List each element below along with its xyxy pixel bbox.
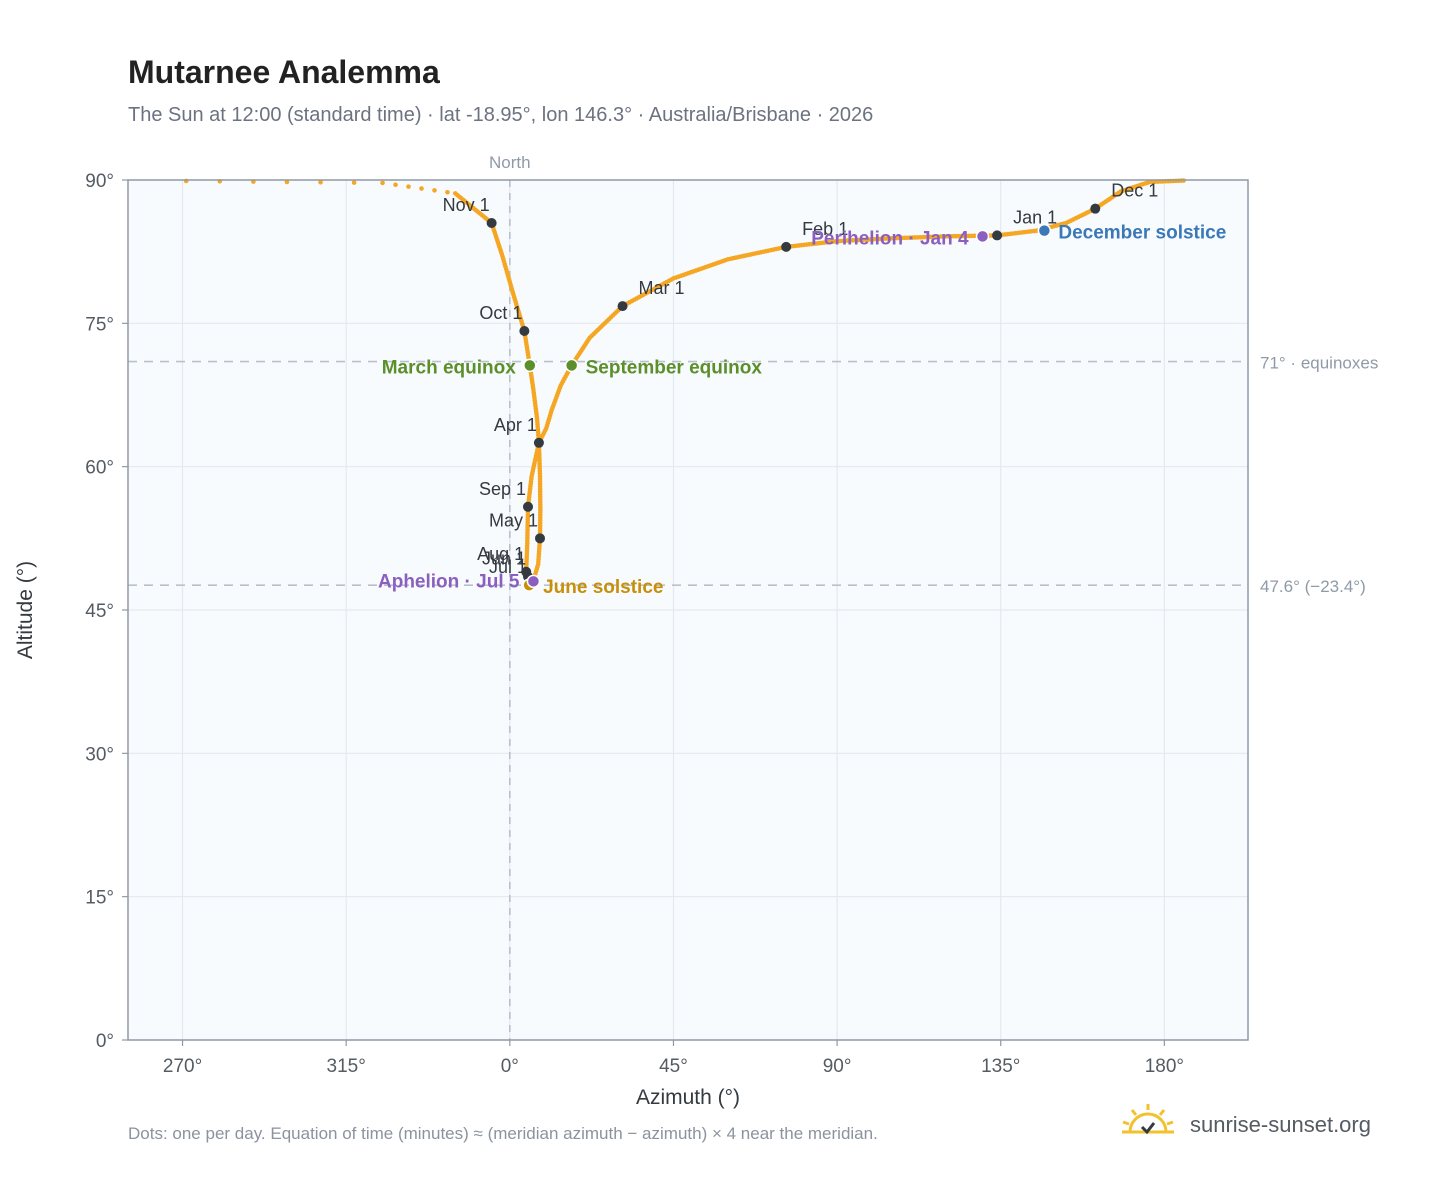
month-marker bbox=[1090, 203, 1101, 214]
day-dot bbox=[318, 179, 323, 185]
sun-logo-icon bbox=[1122, 1104, 1174, 1135]
event-marker bbox=[523, 358, 537, 373]
day-dot bbox=[406, 184, 411, 189]
event-marker bbox=[975, 229, 990, 244]
month-label: Aug 1 bbox=[477, 544, 524, 564]
month-marker bbox=[533, 437, 544, 448]
x-tick-label: 0° bbox=[501, 1056, 519, 1077]
month-marker bbox=[992, 230, 1003, 241]
event-label: Aphelion · Jul 5 bbox=[378, 571, 520, 592]
day-dot bbox=[445, 189, 450, 195]
month-marker bbox=[519, 325, 530, 336]
x-tick-label: 270° bbox=[163, 1056, 202, 1077]
month-label: Nov 1 bbox=[443, 195, 490, 215]
month-label: Sep 1 bbox=[479, 479, 526, 499]
y-tick-label: 60° bbox=[85, 458, 114, 479]
event-label: Perihelion · Jan 4 bbox=[811, 228, 969, 249]
month-marker bbox=[521, 566, 532, 577]
page-title: Mutarnee Analemma bbox=[128, 54, 440, 90]
y-axis-label: Altitude (°) bbox=[14, 561, 37, 659]
reference-line-label: 71° · equinoxes bbox=[1260, 354, 1378, 373]
reference-lines: North 71° · equinoxes 47.6° (−23.4°) bbox=[128, 153, 1378, 1040]
reference-line-label: 47.6° (−23.4°) bbox=[1260, 577, 1366, 596]
footnote: Dots: one per day. Equation of time (min… bbox=[128, 1124, 878, 1143]
day-dot bbox=[432, 188, 437, 193]
y-tick-label: 90° bbox=[85, 171, 114, 192]
page-subtitle: The Sun at 12:00 (standard time) · lat -… bbox=[128, 104, 874, 126]
day-dot bbox=[380, 180, 385, 186]
day-dot bbox=[419, 186, 424, 191]
y-tick-label: 45° bbox=[85, 601, 114, 622]
month-marker bbox=[617, 301, 628, 312]
event-marker bbox=[526, 574, 541, 589]
brand[interactable]: sunrise-sunset.org bbox=[1120, 1102, 1390, 1146]
month-label: Dec 1 bbox=[1111, 181, 1158, 201]
month-label: Jun 1 bbox=[482, 549, 526, 569]
x-tick-label: 180° bbox=[1145, 1056, 1184, 1077]
north-label: North bbox=[489, 153, 531, 172]
month-marker bbox=[781, 241, 792, 252]
event-markers: March equinox September equinox June solst… bbox=[378, 223, 1226, 599]
month-label: Jan 1 bbox=[1013, 207, 1057, 227]
y-tick-label: 15° bbox=[85, 888, 114, 909]
month-label: Apr 1 bbox=[494, 415, 537, 435]
brand-name: sunrise-sunset.org bbox=[1190, 1112, 1371, 1137]
month-label: Oct 1 bbox=[479, 303, 522, 323]
month-marker bbox=[535, 533, 545, 544]
event-label: June solstice bbox=[543, 577, 663, 598]
month-label: Feb 1 bbox=[802, 219, 848, 239]
event-label: March equinox bbox=[382, 357, 517, 378]
month-label: Jul 1 bbox=[489, 557, 527, 577]
y-tick-label: 30° bbox=[85, 744, 114, 765]
month-marker bbox=[486, 218, 497, 228]
x-tick-label: 315° bbox=[327, 1056, 366, 1077]
x-tick-label: 135° bbox=[981, 1056, 1020, 1077]
month-label: Mar 1 bbox=[639, 278, 685, 298]
day-dot bbox=[393, 182, 398, 188]
x-tick-label: 90° bbox=[823, 1056, 852, 1077]
axes: 270° 315° 0° 45° 90° 135° 180° 0° 15° 30° 45° 60° 75… bbox=[14, 171, 1184, 1109]
day-dot bbox=[351, 180, 357, 185]
event-marker bbox=[564, 358, 579, 373]
y-tick-label: 0° bbox=[96, 1031, 114, 1052]
event-label: September equinox bbox=[586, 357, 763, 378]
month-marker bbox=[523, 501, 533, 512]
x-axis-label: Azimuth (°) bbox=[636, 1086, 740, 1109]
x-tick-label: 45° bbox=[659, 1056, 688, 1077]
month-label: May 1 bbox=[489, 510, 538, 530]
y-tick-label: 75° bbox=[85, 314, 114, 335]
day-dot bbox=[284, 179, 290, 185]
event-marker bbox=[1037, 223, 1052, 238]
event-label: December solstice bbox=[1058, 223, 1226, 244]
